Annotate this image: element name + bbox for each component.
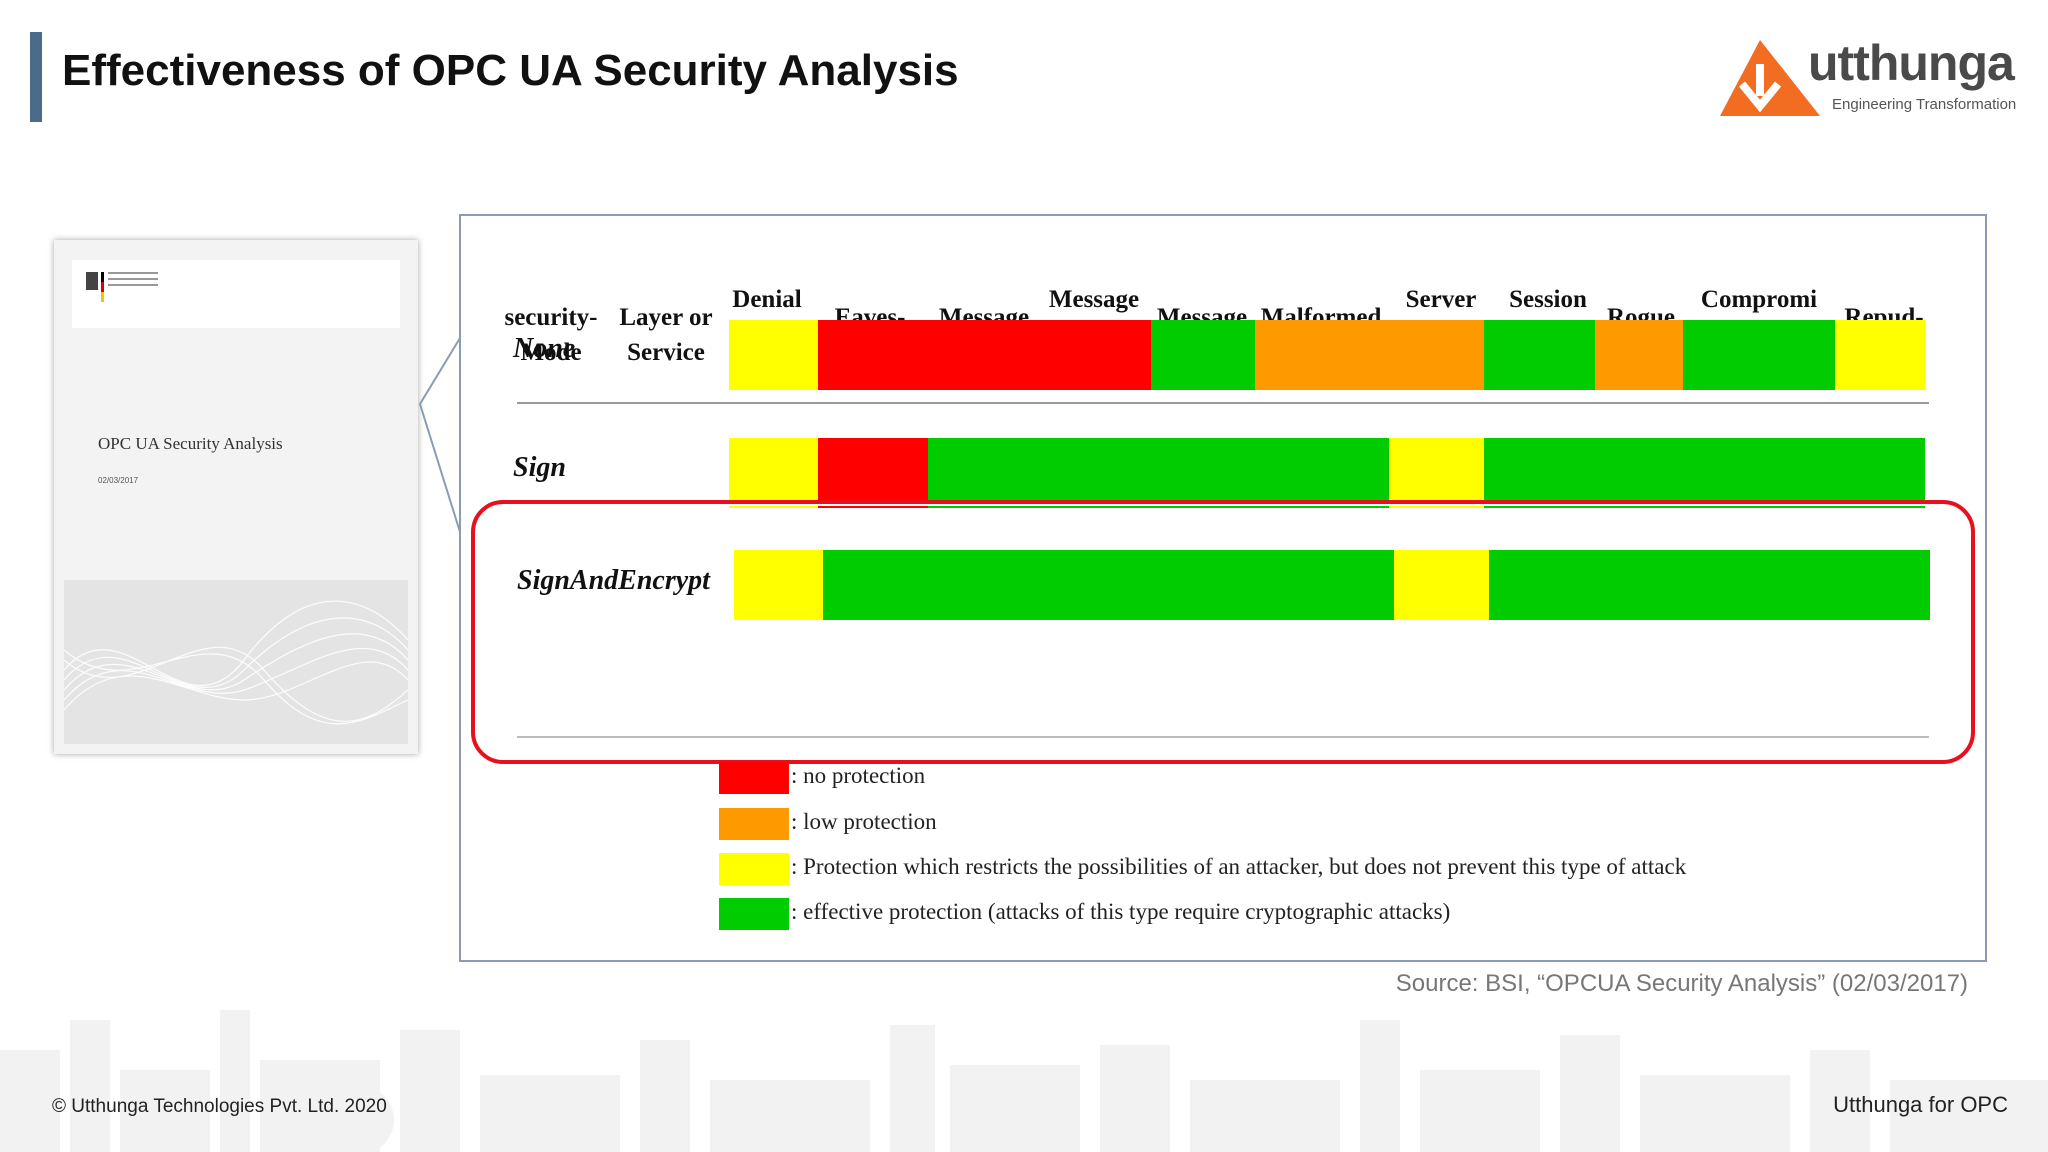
document-date: 02/03/2017 xyxy=(98,476,139,485)
protection-cell xyxy=(729,320,818,390)
title-accent-bar xyxy=(30,32,42,122)
utthunga-logo-icon xyxy=(1720,40,1820,116)
protection-cell xyxy=(1389,320,1484,390)
legend-swatch xyxy=(719,898,789,930)
legend-swatch xyxy=(719,853,789,885)
protection-cell xyxy=(1600,550,1688,620)
protection-cell xyxy=(1595,438,1683,508)
column-header-line: Server xyxy=(1405,286,1477,313)
protection-cell xyxy=(1156,550,1260,620)
protection-cell xyxy=(823,550,933,620)
column-header-line: security- xyxy=(504,304,598,331)
protection-cell xyxy=(1835,320,1925,390)
protection-cell xyxy=(818,320,928,390)
row-mode-label: SignAndEncrypt xyxy=(517,565,710,596)
protection-cell xyxy=(1151,438,1255,508)
logo-tagline: Engineering Transformation xyxy=(1832,96,2017,113)
row-mode-label: None xyxy=(513,333,576,364)
column-header-line: Service xyxy=(627,339,705,366)
protection-cell xyxy=(1040,438,1151,508)
protection-cell xyxy=(933,550,1045,620)
protection-cell xyxy=(1840,550,1930,620)
legend-swatch xyxy=(719,808,789,840)
eagle-emblem-icon xyxy=(86,272,98,290)
legend-swatch xyxy=(719,762,789,794)
protection-cell xyxy=(1394,550,1489,620)
legend-text: : effective protection (attacks of this … xyxy=(791,899,1451,924)
bsi-document-thumbnail: OPC UA Security Analysis 02/03/2017 xyxy=(54,240,418,754)
matrix-bottom-rule xyxy=(517,736,1929,738)
legend-text: : no protection xyxy=(791,763,926,788)
protection-cell xyxy=(1255,320,1389,390)
column-header-line: Denial xyxy=(732,286,802,313)
column-header: security- Mode xyxy=(501,300,601,370)
copyright-footer: © Utthunga Technologies Pvt. Ltd. 2020 xyxy=(52,1096,387,1117)
document-wave-graphic xyxy=(64,580,408,744)
protection-cell xyxy=(1484,320,1595,390)
row-mode-label: Sign xyxy=(513,452,566,483)
column-header-line: Layer or xyxy=(619,304,713,331)
protection-cell xyxy=(928,438,1040,508)
document-title: OPC UA Security Analysis xyxy=(98,434,283,453)
protection-cell xyxy=(1683,438,1835,508)
sign-rows-highlight xyxy=(471,500,1975,764)
protection-cell xyxy=(928,320,1040,390)
column-header-line: Compromi xyxy=(1700,286,1818,313)
legend-text: : Protection which restricts the possibi… xyxy=(791,854,1687,879)
protection-cell xyxy=(1255,438,1389,508)
protection-cell xyxy=(1040,320,1151,390)
protection-cell xyxy=(1688,550,1840,620)
protection-cell xyxy=(1489,550,1600,620)
background-skyline xyxy=(0,1010,2048,1152)
protection-cell xyxy=(1045,550,1156,620)
protection-cell xyxy=(1484,438,1595,508)
protection-cell xyxy=(734,550,823,620)
german-flag-icon xyxy=(101,272,104,302)
callout-connector xyxy=(418,337,461,533)
protection-cell xyxy=(1595,320,1683,390)
source-citation: Source: BSI, “OPCUA Security Analysis” (… xyxy=(1395,970,1968,997)
document-agency-text-lines xyxy=(108,272,158,290)
footer-brand: Utthunga for OPC xyxy=(1833,1092,2008,1117)
protection-cell xyxy=(1151,320,1255,390)
protection-cell xyxy=(1389,438,1484,508)
column-header-line: Mode xyxy=(520,339,582,366)
legend-text: : low protection xyxy=(791,809,937,834)
protection-cell xyxy=(1835,438,1925,508)
protection-cell xyxy=(1260,550,1394,620)
document-header xyxy=(72,260,400,328)
header-rule xyxy=(517,402,1929,404)
slide-title: Effectiveness of OPC UA Security Analysi… xyxy=(62,46,959,95)
protection-cell xyxy=(729,438,818,508)
company-logo: utthunga Engineering Transformation xyxy=(1720,35,2016,120)
protection-cell xyxy=(818,438,928,508)
logo-wordmark: utthunga xyxy=(1808,35,2015,91)
protection-cell xyxy=(1683,320,1835,390)
column-header: Layer or Service xyxy=(611,300,721,370)
column-header-line: Session xyxy=(1509,286,1587,313)
column-header-line: Message xyxy=(1048,286,1140,313)
